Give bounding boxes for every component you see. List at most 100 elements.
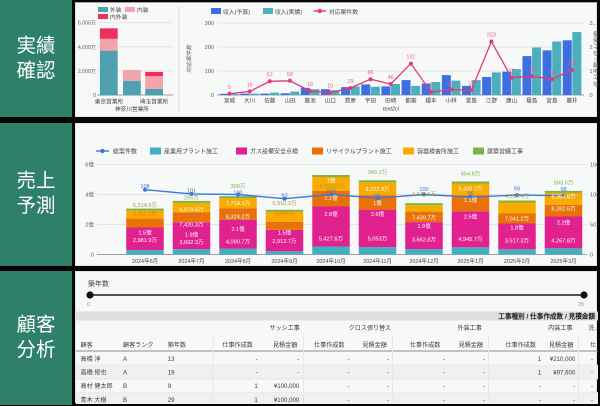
svg-text:13: 13 <box>168 356 175 363</box>
svg-text:A: A <box>123 370 128 377</box>
svg-text:築年数: 築年数 <box>88 279 109 288</box>
svg-text:堂島: 堂島 <box>466 97 478 105</box>
svg-text:72: 72 <box>509 69 515 75</box>
svg-text:78: 78 <box>529 67 535 73</box>
svg-text:-: - <box>256 370 258 377</box>
svg-text:山口: 山口 <box>325 97 336 105</box>
svg-text:5,314.5万: 5,314.5万 <box>133 202 158 209</box>
svg-text:2024年8月: 2024年8月 <box>225 257 251 265</box>
svg-text:内外装: 内外装 <box>110 13 128 21</box>
svg-text:見積金額: 見積金額 <box>549 341 573 349</box>
svg-text:4,267.8万: 4,267.8万 <box>551 237 576 244</box>
svg-text:見積金額: 見積金額 <box>273 341 297 349</box>
svg-text:江野: 江野 <box>486 97 498 105</box>
svg-text:1.1億: 1.1億 <box>464 196 478 204</box>
svg-text:0: 0 <box>91 252 94 258</box>
svg-text:-: - <box>443 356 445 363</box>
svg-text:4,090.7万: 4,090.7万 <box>226 238 251 245</box>
svg-text:300万: 300万 <box>231 183 246 190</box>
svg-text:-: - <box>347 370 349 377</box>
svg-text:7,420.3万: 7,420.3万 <box>179 221 204 228</box>
svg-text:2024年6月: 2024年6月 <box>132 257 158 265</box>
svg-text:57: 57 <box>267 72 273 78</box>
svg-text:-: - <box>443 370 445 377</box>
svg-text:収入(実績): 収入(実績) <box>275 8 302 16</box>
svg-text:建築営繕工事: 建築営繕工事 <box>487 147 523 155</box>
svg-text:93: 93 <box>281 193 287 199</box>
svg-text:1.5億: 1.5億 <box>138 228 152 236</box>
svg-text:-: - <box>387 356 389 363</box>
svg-text:295万: 295万 <box>184 194 199 201</box>
svg-text:田崎: 田崎 <box>385 97 397 105</box>
svg-text:仕: 仕 <box>590 341 596 349</box>
svg-text:131: 131 <box>406 55 415 61</box>
svg-text:洗..: 洗.. <box>588 324 598 332</box>
svg-text:50: 50 <box>590 222 596 228</box>
svg-text:text2cl: text2cl <box>383 107 400 113</box>
svg-text:2024年10月: 2024年10月 <box>316 257 345 265</box>
svg-text:100: 100 <box>590 192 598 198</box>
svg-text:仕事作成数: 仕事作成数 <box>506 341 536 349</box>
svg-text:埼玉営業所: 埼玉営業所 <box>140 98 169 106</box>
svg-text:1.5億: 1.5億 <box>278 228 292 236</box>
svg-text:7,719.3万: 7,719.3万 <box>226 200 251 207</box>
svg-text:宮城: 宮城 <box>224 97 236 105</box>
svg-text:外装: 外装 <box>110 6 122 14</box>
svg-text:青木 大樹: 青木 大樹 <box>81 396 107 404</box>
svg-text:454.8万: 454.8万 <box>461 170 481 177</box>
svg-text:2億: 2億 <box>85 220 94 228</box>
svg-text:5: 5 <box>228 85 231 91</box>
svg-text:-: - <box>443 383 445 390</box>
svg-text:顧客ランク: 顧客ランク <box>123 341 153 349</box>
svg-text:0: 0 <box>93 93 96 99</box>
svg-text:1.9億: 1.9億 <box>185 230 199 238</box>
svg-text:宇田: 宇田 <box>365 97 377 105</box>
svg-text:6億: 6億 <box>85 160 94 168</box>
svg-text:2.6億: 2.6億 <box>371 210 385 218</box>
svg-text:-: - <box>483 370 485 377</box>
svg-text:9,222.9万: 9,222.9万 <box>365 186 390 193</box>
svg-text:1: 1 <box>538 370 542 377</box>
svg-text:対応案件数: 対応案件数 <box>186 44 193 73</box>
svg-text:-: - <box>297 370 299 377</box>
svg-text:高橋 修也: 高橋 修也 <box>81 369 107 377</box>
svg-text:46: 46 <box>388 75 394 81</box>
svg-text:593.6万: 593.6万 <box>554 179 574 186</box>
svg-text:佐藤: 佐藤 <box>264 97 276 105</box>
svg-text:蔦原: 蔦原 <box>345 97 357 105</box>
svg-text:5,846万: 5,846万 <box>275 210 295 217</box>
svg-text:榎本: 榎本 <box>425 97 437 105</box>
svg-text:2.5億: 2.5億 <box>464 212 478 220</box>
svg-text:廣山: 廣山 <box>506 97 517 105</box>
svg-text:2,912.7万: 2,912.7万 <box>272 238 297 245</box>
svg-text:35: 35 <box>578 302 584 308</box>
svg-text:108: 108 <box>140 184 149 190</box>
svg-text:10: 10 <box>327 84 333 90</box>
svg-text:2.1億: 2.1億 <box>231 224 245 232</box>
svg-text:-: - <box>591 370 593 377</box>
svg-text:29: 29 <box>347 79 353 85</box>
svg-text:8,439.7万: 8,439.7万 <box>458 185 483 192</box>
svg-text:神奈川営業所: 神奈川営業所 <box>115 105 149 113</box>
svg-text:66: 66 <box>549 70 555 76</box>
svg-text:高橋 淳: 高橋 淳 <box>81 355 101 363</box>
svg-text:ガス設備安全点検: ガス設備安全点検 <box>250 147 298 155</box>
svg-text:内装工事: 内装工事 <box>548 324 572 332</box>
svg-text:見積金額: 見積金額 <box>362 341 386 349</box>
svg-text:1: 1 <box>590 69 593 75</box>
svg-text:2: 2 <box>590 45 593 51</box>
svg-text:¥97,600: ¥97,600 <box>553 370 576 377</box>
svg-text:5,911.1万: 5,911.1万 <box>133 210 157 217</box>
svg-text:9: 9 <box>168 383 172 390</box>
svg-text:収入(予算): 収入(予算) <box>223 8 250 16</box>
svg-text:15: 15 <box>247 82 253 88</box>
svg-text:榎島: 榎島 <box>526 97 538 105</box>
svg-text:19: 19 <box>468 81 474 87</box>
svg-text:大川: 大川 <box>244 97 255 105</box>
svg-text:59: 59 <box>287 72 293 78</box>
svg-text:産業用プラント施工: 産業用プラント施工 <box>164 147 218 155</box>
svg-text:66: 66 <box>368 70 374 76</box>
svg-text:1: 1 <box>254 383 258 390</box>
svg-text:99: 99 <box>514 186 520 192</box>
svg-text:5,053万: 5,053万 <box>368 235 388 242</box>
